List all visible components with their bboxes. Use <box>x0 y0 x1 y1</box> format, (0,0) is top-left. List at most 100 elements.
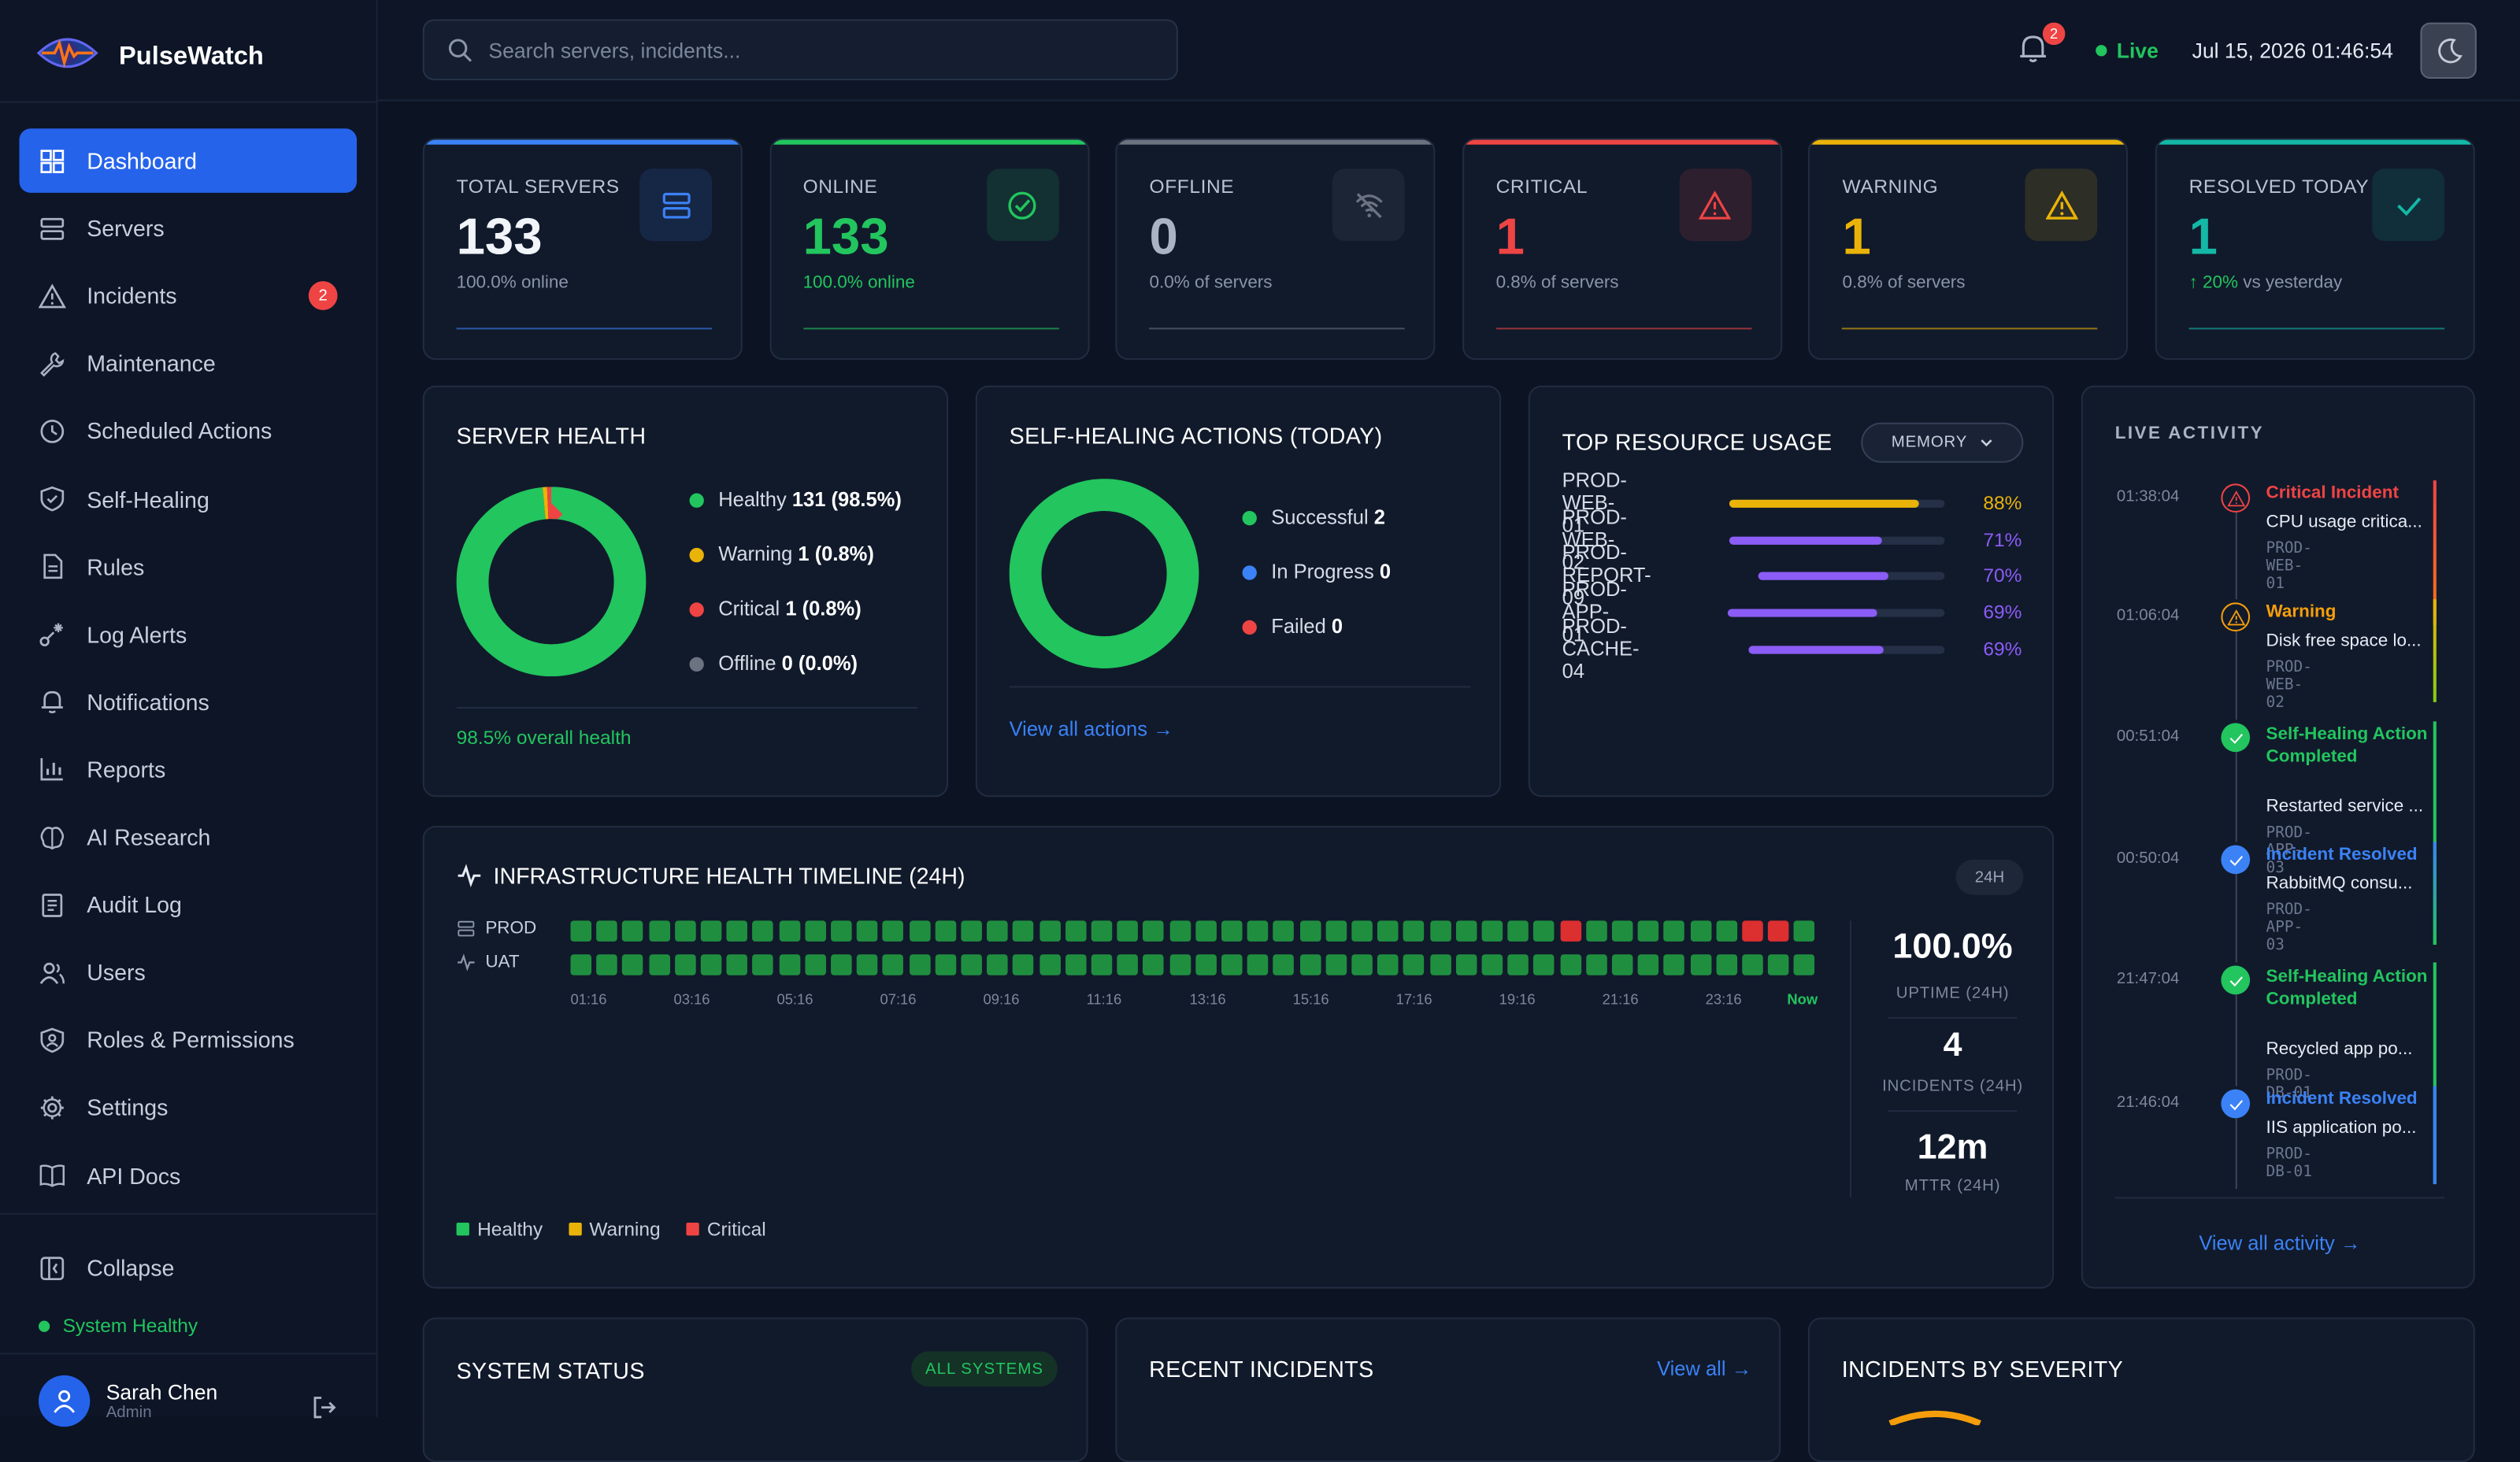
sidebar-item-ai-research[interactable]: AI Research <box>19 805 357 869</box>
sidebar-item-servers[interactable]: Servers <box>19 196 357 261</box>
timeline-cell[interactable] <box>1195 920 1217 942</box>
timeline-cell[interactable] <box>1794 954 1815 975</box>
timeline-cell[interactable] <box>857 954 878 975</box>
timeline-cell[interactable] <box>805 920 826 942</box>
stat-card-total-servers[interactable]: TOTAL SERVERS 133 100.0% online <box>422 138 743 361</box>
timeline-cell[interactable] <box>752 954 774 975</box>
stat-card-resolved-today[interactable]: RESOLVED TODAY 1 ↑ 20% vs yesterday <box>2155 138 2475 361</box>
timeline-cell[interactable] <box>1299 920 1321 942</box>
timeline-cell[interactable] <box>1273 954 1295 975</box>
notifications-bell-icon[interactable] <box>2017 32 2049 72</box>
timeline-cell[interactable] <box>726 954 748 975</box>
view-all-incidents-link[interactable]: View all → <box>1657 1357 1752 1381</box>
timeline-cell[interactable] <box>1221 920 1243 942</box>
timeline-cell[interactable] <box>1169 954 1191 975</box>
timeline-cell[interactable] <box>1585 954 1607 975</box>
timeline-cell[interactable] <box>1403 954 1425 975</box>
timeline-cell[interactable] <box>1117 954 1139 975</box>
theme-toggle-button[interactable] <box>2420 22 2477 79</box>
timeline-cell[interactable] <box>831 954 852 975</box>
timeline-cell[interactable] <box>831 920 852 942</box>
timeline-cell[interactable] <box>1325 920 1347 942</box>
timeline-cell[interactable] <box>778 920 800 942</box>
timeline-cell[interactable] <box>1221 954 1243 975</box>
sidebar-item-api-docs[interactable]: API Docs <box>19 1143 357 1208</box>
sidebar-item-incidents[interactable]: Incidents 2 <box>19 264 357 328</box>
logout-icon[interactable] <box>312 1394 338 1428</box>
metric-select[interactable]: MEMORY <box>1861 422 2024 463</box>
timeline-cell[interactable] <box>1065 954 1087 975</box>
timeline-cell[interactable] <box>648 920 670 942</box>
timeline-cell[interactable] <box>1716 920 1737 942</box>
timeline-cell[interactable] <box>1742 920 1763 942</box>
collapse-button[interactable]: Collapse <box>19 1235 357 1300</box>
timeline-cell[interactable] <box>570 954 592 975</box>
timeline-cell[interactable] <box>1429 954 1451 975</box>
timeline-cell[interactable] <box>857 920 878 942</box>
timeline-cell[interactable] <box>1637 920 1659 942</box>
timeline-cell[interactable] <box>1325 954 1347 975</box>
timeline-cell[interactable] <box>1507 954 1529 975</box>
sidebar-item-roles-permissions[interactable]: Roles & Permissions <box>19 1008 357 1072</box>
timeline-cell[interactable] <box>961 954 982 975</box>
timeline-cell[interactable] <box>1299 954 1321 975</box>
timeline-cell[interactable] <box>1611 920 1633 942</box>
timeline-cell[interactable] <box>1768 954 1789 975</box>
timeline-cell[interactable] <box>1664 920 1685 942</box>
timeline-cell[interactable] <box>1143 954 1165 975</box>
view-all-activity-link[interactable]: View all activity → <box>2199 1232 2361 1255</box>
timeline-cell[interactable] <box>1377 920 1399 942</box>
sidebar-item-settings[interactable]: Settings <box>19 1075 357 1140</box>
timeline-cell[interactable] <box>1455 920 1477 942</box>
timeline-cell[interactable] <box>935 920 956 942</box>
timeline-cell[interactable] <box>596 920 618 942</box>
timeline-cell[interactable] <box>1742 954 1763 975</box>
timeline-cell[interactable] <box>1091 954 1113 975</box>
timeline-cell[interactable] <box>674 920 696 942</box>
timeline-cell[interactable] <box>1377 954 1399 975</box>
timeline-cell[interactable] <box>1039 920 1061 942</box>
timeline-cell[interactable] <box>1507 920 1529 942</box>
timeline-cell[interactable] <box>935 954 956 975</box>
timeline-cell[interactable] <box>1716 954 1737 975</box>
timeline-cell[interactable] <box>909 954 930 975</box>
timeline-cell[interactable] <box>1533 954 1555 975</box>
timeline-cell[interactable] <box>752 920 774 942</box>
timeline-cell[interactable] <box>1637 954 1659 975</box>
timeline-cell[interactable] <box>1351 954 1373 975</box>
timeline-cell[interactable] <box>1351 920 1373 942</box>
sidebar-item-rules[interactable]: Rules <box>19 535 357 599</box>
search-input[interactable] <box>488 37 1132 62</box>
timeline-cell[interactable] <box>1091 920 1113 942</box>
timeline-cell[interactable] <box>570 920 592 942</box>
timeline-cell[interactable] <box>1247 954 1269 975</box>
timeline-cell[interactable] <box>1247 920 1269 942</box>
timeline-cell[interactable] <box>1481 954 1503 975</box>
timeline-cell[interactable] <box>1481 920 1503 942</box>
range-badge[interactable]: 24H <box>1955 859 2024 895</box>
timeline-cell[interactable] <box>1013 920 1035 942</box>
timeline-cell[interactable] <box>1768 920 1789 942</box>
timeline-cell[interactable] <box>700 954 722 975</box>
sidebar-item-notifications[interactable]: Notifications <box>19 670 357 735</box>
timeline-cell[interactable] <box>1065 920 1087 942</box>
stat-card-warning[interactable]: WARNING 1 0.8% of servers <box>1808 138 2129 361</box>
timeline-cell[interactable] <box>1533 920 1555 942</box>
sidebar-item-log-alerts[interactable]: Log Alerts <box>19 602 357 667</box>
timeline-cell[interactable] <box>1429 920 1451 942</box>
timeline-cell[interactable] <box>596 954 618 975</box>
stat-card-critical[interactable]: CRITICAL 1 0.8% of servers <box>1462 138 1782 361</box>
timeline-cell[interactable] <box>726 920 748 942</box>
timeline-cell[interactable] <box>1611 954 1633 975</box>
search-box[interactable] <box>422 19 1178 81</box>
sidebar-item-scheduled-actions[interactable]: Scheduled Actions <box>19 399 357 464</box>
timeline-cell[interactable] <box>1559 920 1581 942</box>
timeline-cell[interactable] <box>1690 920 1711 942</box>
sidebar-item-dashboard[interactable]: Dashboard <box>19 128 358 193</box>
timeline-cell[interactable] <box>1195 954 1217 975</box>
timeline-cell[interactable] <box>987 920 1008 942</box>
timeline-cell[interactable] <box>961 920 982 942</box>
timeline-cell[interactable] <box>1403 920 1425 942</box>
timeline-cell[interactable] <box>700 920 722 942</box>
sidebar-item-users[interactable]: Users <box>19 940 357 1005</box>
